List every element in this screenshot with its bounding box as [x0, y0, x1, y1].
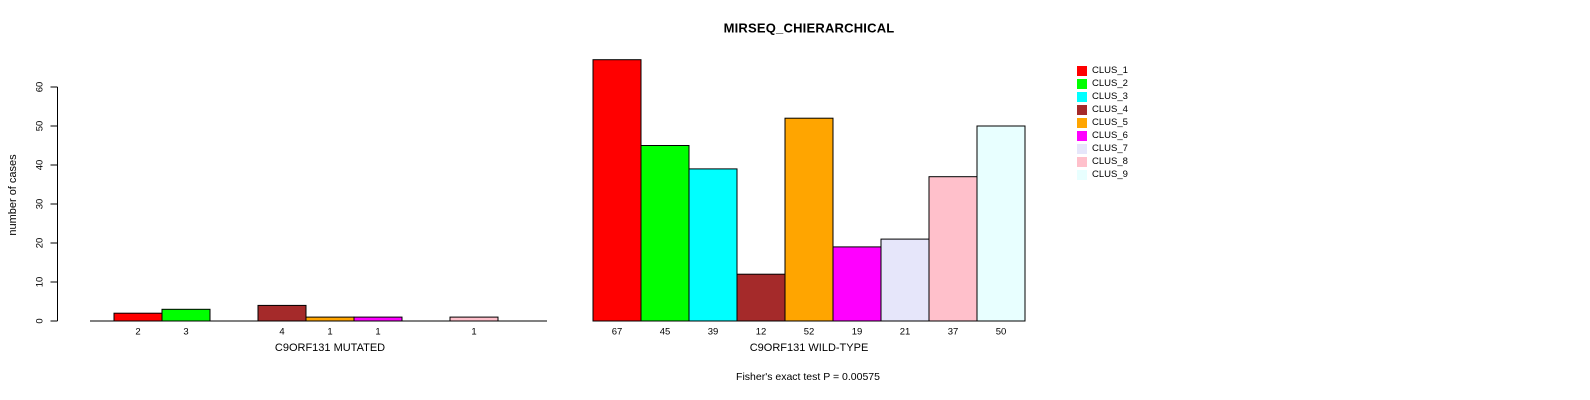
bar-clus_8-mutated [449, 316, 499, 322]
bar-clus_6-wild-type [832, 246, 882, 322]
legend: CLUS_1 CLUS_2 CLUS_3 CLUS_4 CLUS_5 CLUS_6 CLUS… [1077, 64, 1128, 181]
bar-value-label: 21 [899, 326, 911, 338]
legend-swatch [1077, 117, 1087, 128]
legend-item: CLUS_9 [1077, 168, 1128, 181]
legend-item: CLUS_5 [1077, 116, 1128, 129]
bar-value-label: 12 [755, 326, 767, 338]
legend-item: CLUS_3 [1077, 90, 1128, 103]
bar-clus_6-mutated [353, 316, 403, 322]
bar-clus_7-wild-type [880, 238, 930, 322]
bar-clus_1-mutated [113, 312, 163, 322]
x-axis-label-wildtype: C9ORF131 WILD-TYPE [749, 342, 869, 354]
legend-label: CLUS_6 [1092, 130, 1128, 141]
bar-value-label: 37 [947, 326, 959, 338]
bar-value-label: 52 [803, 326, 815, 338]
y-axis-tick-label: 30 [34, 198, 46, 210]
legend-item: CLUS_8 [1077, 155, 1128, 168]
bar-clus_4-mutated [257, 304, 307, 322]
y-axis-tick-label: 10 [34, 276, 46, 288]
x-axis-label-mutated: C9ORF131 MUTATED [274, 342, 386, 354]
legend-label: CLUS_8 [1092, 156, 1128, 167]
bar-clus_2-wild-type [640, 145, 690, 322]
legend-label: CLUS_1 [1092, 65, 1128, 76]
legend-label: CLUS_9 [1092, 169, 1128, 180]
legend-label: CLUS_2 [1092, 78, 1128, 89]
bar-value-label: 1 [471, 326, 477, 338]
bar-value-label: 45 [659, 326, 671, 338]
legend-item: CLUS_6 [1077, 129, 1128, 142]
fisher-test-note: Fisher's exact test P = 0.00575 [736, 371, 880, 383]
bar-value-label: 1 [375, 326, 381, 338]
bar-value-label: 1 [327, 326, 333, 338]
bar-clus_9-wild-type [976, 125, 1026, 322]
bar-clus_1-wild-type [592, 59, 642, 322]
y-axis-tick-label: 0 [34, 318, 46, 324]
legend-swatch [1077, 169, 1087, 180]
y-axis-tick-label: 50 [34, 120, 46, 132]
legend-item: CLUS_7 [1077, 142, 1128, 155]
bar-value-label: 50 [995, 326, 1007, 338]
legend-swatch [1077, 78, 1087, 89]
y-axis-tick-label: 60 [34, 81, 46, 93]
y-axis-tick-label: 20 [34, 237, 46, 249]
legend-label: CLUS_5 [1092, 117, 1128, 128]
legend-label: CLUS_3 [1092, 91, 1128, 102]
legend-item: CLUS_4 [1077, 103, 1128, 116]
legend-swatch [1077, 143, 1087, 154]
bar-value-label: 39 [707, 326, 719, 338]
bar-value-label: 2 [135, 326, 141, 338]
legend-item: CLUS_2 [1077, 77, 1128, 90]
legend-label: CLUS_4 [1092, 104, 1128, 115]
legend-swatch [1077, 65, 1087, 76]
bar-clus_3-wild-type [688, 168, 738, 322]
y-axis-tick-label: 40 [34, 159, 46, 171]
legend-swatch [1077, 130, 1087, 141]
bar-clus_5-wild-type [784, 117, 834, 322]
bar-clus_2-mutated [161, 308, 211, 322]
legend-item: CLUS_1 [1077, 64, 1128, 77]
bar-value-label: 4 [279, 326, 285, 338]
bar-value-label: 19 [851, 326, 863, 338]
bar-clus_4-wild-type [736, 273, 786, 322]
legend-swatch [1077, 91, 1087, 102]
bar-value-label: 67 [611, 326, 623, 338]
bar-clus_8-wild-type [928, 176, 978, 322]
bar-value-label: 3 [183, 326, 189, 338]
legend-swatch [1077, 156, 1087, 167]
chart-title: MIRSEQ_CHIERARCHICAL [723, 20, 895, 36]
legend-swatch [1077, 104, 1087, 115]
bar-clus_5-mutated [305, 316, 355, 322]
legend-label: CLUS_7 [1092, 143, 1128, 154]
